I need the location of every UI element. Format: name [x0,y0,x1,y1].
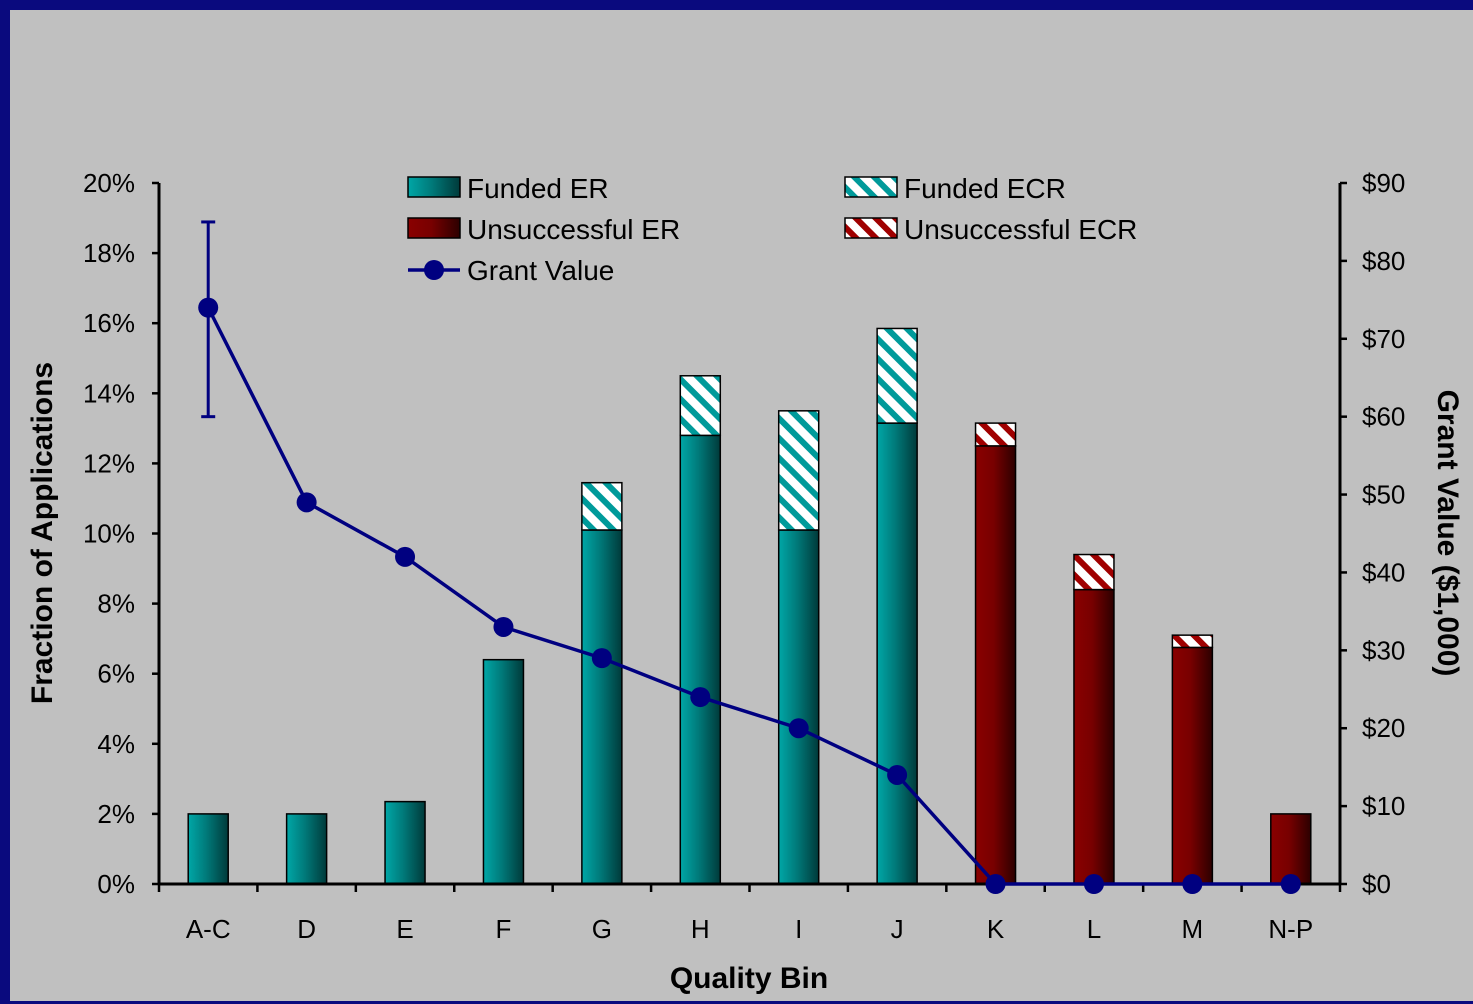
y-tick-label: 0% [97,869,135,899]
legend-marker-grant-value [424,260,444,280]
y-tick-label: 6% [97,659,135,689]
y-tick-label: 16% [83,308,135,338]
legend-swatch-funded-er [407,176,461,198]
bar-f-funded-er [482,658,525,885]
x-tick-label: K [987,914,1005,944]
y2-tick-label: $50 [1362,480,1405,510]
y-tick-label: 14% [83,378,135,408]
grant-value-line [198,220,1301,894]
y-tick-label: 8% [97,589,135,619]
grant-value-point-e [395,546,416,567]
bar-k-unsuccessful-er [974,445,1017,885]
x-tick-label: D [297,914,316,944]
bar-i-funded-ecr [777,410,820,531]
x-tick-label: G [592,914,612,944]
grant-value-point-f [493,616,514,637]
y-tick-label: 12% [83,448,135,478]
legend-label-unsuccessful-ecr: Unsuccessful ECR [904,214,1137,245]
bar-m-unsuccessful-er [1171,646,1214,885]
grant-value-point-j [887,764,908,785]
y2-tick-label: $80 [1362,246,1405,276]
x-axis-title: Quality Bin [670,962,828,995]
legend: Funded ER Funded ECR Unsuccessful ER Unsucc… [407,173,1137,286]
bar-i-funded-er [777,529,820,885]
grant-value-point-g [591,648,612,669]
y2-tick-label: $60 [1362,402,1405,432]
x-tick-label: A-C [186,914,231,944]
x-tick-label: N-P [1268,914,1313,944]
grant-value-polyline [206,306,1291,886]
grant-value-point-h [690,687,711,708]
grant-value-point-l [1083,874,1104,894]
y2-tick-label: $0 [1362,869,1391,899]
y-tick-label: 20% [83,168,135,198]
y2-tick-label: $20 [1362,713,1405,743]
y2-tick-label: $90 [1362,168,1405,198]
y-axis-title: Fraction of Applications [26,362,59,704]
x-tick-label: E [396,914,413,944]
x-tick-label: M [1182,914,1204,944]
bar-l-unsuccessful-er [1073,588,1115,885]
bar-n-p-unsuccessful-er [1270,813,1312,885]
y2-tick-label: $40 [1362,557,1405,587]
legend-label-funded-er: Funded ER [467,173,609,204]
legend-swatch-unsuccessful-er [407,217,461,239]
legend-label-grant-value: Grant Value [467,255,614,286]
x-tick-label: J [891,914,904,944]
x-tick-label: I [795,914,802,944]
grant-value-point-k [985,874,1006,894]
bar-e-funded-er [384,800,426,885]
legend-label-funded-ecr: Funded ECR [904,173,1066,204]
y-tick-label: 10% [83,519,135,549]
bar-h-funded-er [679,434,722,885]
legend-swatch-funded-ecr [844,176,898,198]
y-tick-label: 4% [97,729,135,759]
bar-j-funded-er [876,422,918,885]
tick-labels: 0% 2% 4% 6% 8% 10% 12% 14% 16% 18% 20% $0 $10 $20 $30 $… [83,168,1405,944]
grant-value-point-i [788,718,809,739]
bar-a-c-funded-er [187,813,229,885]
y-tick-label: 2% [97,799,135,829]
bar-h-funded-ecr [679,375,722,437]
axes [157,183,1342,886]
x-tick-label: H [691,914,710,944]
legend-label-unsuccessful-er: Unsuccessful ER [467,214,680,245]
y2-tick-label: $10 [1362,791,1405,821]
grant-value-point-d [296,492,317,513]
bar-m-unsuccessful-ecr [1171,634,1214,649]
x-tick-label: L [1087,914,1101,944]
y2-tick-label: $30 [1362,635,1405,665]
legend-swatch-unsuccessful-ecr [844,217,898,239]
grant-value-point-a-c [198,297,219,318]
y-tick-label: 18% [83,238,135,268]
x-tick-label: F [496,914,512,944]
bar-d-funded-er [285,813,328,885]
bar-g-funded-er [581,529,623,885]
grant-value-point-m [1182,874,1203,894]
bar-k-unsuccessful-ecr [974,422,1017,447]
y2-tick-label: $70 [1362,324,1405,354]
y2-axis-title: Grant Value ($1,000) [1431,390,1464,677]
bar-l-unsuccessful-ecr [1073,553,1115,591]
bar-g-funded-ecr [581,481,623,531]
grant-value-point-n-p [1280,874,1301,894]
bar-j-funded-ecr [876,327,918,424]
bars [187,327,1312,885]
